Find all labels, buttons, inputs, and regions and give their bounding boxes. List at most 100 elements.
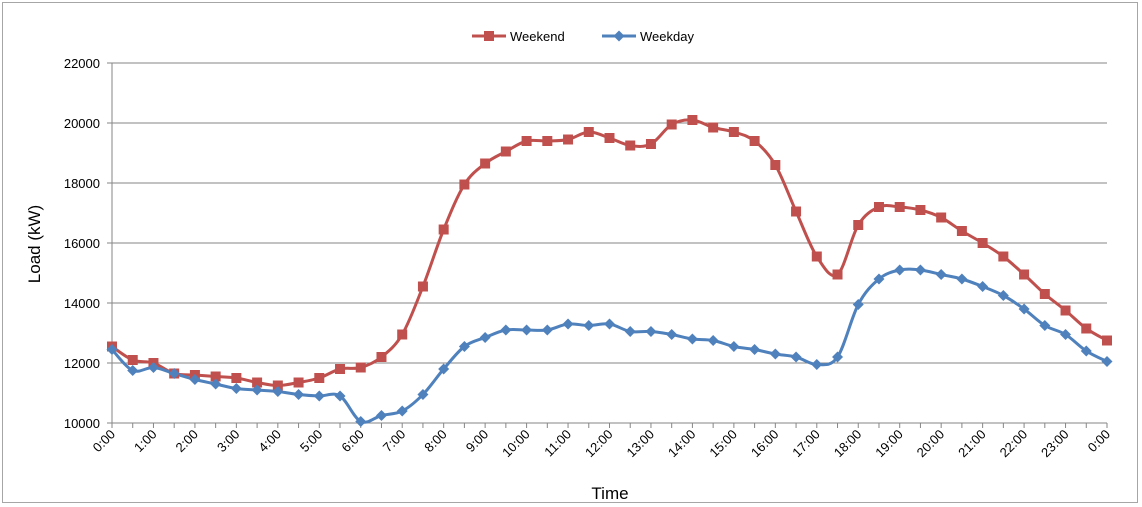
data-point-weekday bbox=[936, 269, 947, 280]
data-point-weekday bbox=[956, 274, 967, 285]
legend-marker-weekday bbox=[614, 31, 625, 42]
gridlines bbox=[112, 63, 1107, 363]
x-tick-label: 8:00 bbox=[421, 427, 450, 456]
y-tick-labels: 10000 12000 14000 16000 18000 20000 22000 bbox=[64, 56, 100, 431]
data-point-weekend bbox=[356, 363, 366, 373]
x-tick-label: 5:00 bbox=[297, 427, 326, 456]
data-point-weekend bbox=[231, 373, 241, 383]
data-point-weekend bbox=[439, 225, 449, 235]
data-point-weekday bbox=[915, 265, 926, 276]
x-tick-label: 19:00 bbox=[872, 427, 906, 461]
data-point-weekend bbox=[770, 160, 780, 170]
legend-label-weekday: Weekday bbox=[640, 29, 694, 44]
data-point-weekend bbox=[687, 115, 697, 125]
x-tick-label: 11:00 bbox=[541, 427, 574, 460]
data-point-weekday bbox=[1102, 356, 1113, 367]
data-point-weekend bbox=[812, 252, 822, 262]
data-point-weekend bbox=[915, 205, 925, 215]
data-point-weekday bbox=[376, 410, 387, 421]
data-point-weekend bbox=[667, 120, 677, 130]
data-point-weekend bbox=[646, 139, 656, 149]
y-tick-label: 14000 bbox=[64, 296, 100, 311]
data-point-weekend bbox=[936, 213, 946, 223]
x-tick-label: 10:00 bbox=[499, 427, 533, 461]
x-axis-title: Time bbox=[591, 484, 628, 503]
data-point-weekday bbox=[728, 341, 739, 352]
data-point-weekend bbox=[397, 330, 407, 340]
series-markers bbox=[107, 115, 1113, 427]
legend: Weekend Weekday bbox=[472, 29, 694, 44]
data-point-weekday bbox=[894, 265, 905, 276]
data-point-weekday bbox=[708, 335, 719, 346]
x-tick-label: 2:00 bbox=[173, 427, 202, 456]
data-point-weekend bbox=[957, 226, 967, 236]
x-tick-label: 22:00 bbox=[997, 427, 1031, 461]
data-point-weekend bbox=[708, 123, 718, 133]
data-point-weekday bbox=[521, 325, 532, 336]
data-point-weekday bbox=[563, 319, 574, 330]
data-point-weekend bbox=[1081, 324, 1091, 334]
x-tick-label: 3:00 bbox=[214, 427, 243, 456]
x-tick-label: 18:00 bbox=[831, 427, 865, 461]
data-point-weekend bbox=[978, 238, 988, 248]
x-tick-label: 7:00 bbox=[380, 427, 409, 456]
x-tick-label: 4:00 bbox=[255, 427, 284, 456]
x-tick-label: 20:00 bbox=[914, 427, 948, 461]
data-point-weekday bbox=[749, 344, 760, 355]
data-point-weekday bbox=[791, 352, 802, 363]
data-point-weekend bbox=[314, 373, 324, 383]
data-point-weekend bbox=[459, 180, 469, 190]
x-tick-label: 9:00 bbox=[463, 427, 492, 456]
x-tick-labels: 0:00 1:00 2:00 3:00 4:00 5:00 6:00 7:00 8:00 9:00… bbox=[90, 427, 1114, 461]
data-point-weekend bbox=[335, 364, 345, 374]
data-point-weekday bbox=[604, 319, 615, 330]
data-point-weekday bbox=[314, 391, 325, 402]
data-point-weekend bbox=[853, 220, 863, 230]
data-point-weekday bbox=[666, 329, 677, 340]
data-point-weekend bbox=[376, 352, 386, 362]
x-tick-label: 21:00 bbox=[955, 427, 989, 461]
data-point-weekend bbox=[874, 202, 884, 212]
y-axis-title: Load (kW) bbox=[25, 205, 44, 283]
data-point-weekend bbox=[480, 159, 490, 169]
series-line-weekday bbox=[112, 269, 1107, 422]
x-tick-label: 15:00 bbox=[706, 427, 740, 461]
data-point-weekend bbox=[729, 127, 739, 137]
legend-label-weekend: Weekend bbox=[510, 29, 565, 44]
data-point-weekend bbox=[1019, 270, 1029, 280]
data-point-weekend bbox=[1040, 289, 1050, 299]
x-tick-label: 17:00 bbox=[789, 427, 823, 461]
data-point-weekend bbox=[750, 136, 760, 146]
x-tick-label: 1:00 bbox=[131, 427, 160, 456]
data-point-weekend bbox=[1102, 336, 1112, 346]
series-lines bbox=[112, 120, 1107, 422]
data-point-weekday bbox=[231, 383, 242, 394]
data-point-weekday bbox=[480, 332, 491, 343]
data-point-weekend bbox=[522, 136, 532, 146]
x-tick-label: 0:00 bbox=[1085, 427, 1114, 456]
axes bbox=[107, 63, 1107, 428]
data-point-weekend bbox=[895, 202, 905, 212]
data-point-weekend bbox=[998, 252, 1008, 262]
x-tick-label: 6:00 bbox=[338, 427, 367, 456]
data-point-weekday bbox=[542, 325, 553, 336]
x-tick-label: 16:00 bbox=[748, 427, 782, 461]
y-tick-label: 18000 bbox=[64, 176, 100, 191]
data-point-weekday bbox=[770, 349, 781, 360]
data-point-weekday bbox=[625, 326, 636, 337]
data-point-weekend bbox=[294, 378, 304, 388]
data-point-weekday bbox=[811, 359, 822, 370]
data-point-weekend bbox=[625, 141, 635, 151]
y-tick-label: 16000 bbox=[64, 236, 100, 251]
y-tick-label: 12000 bbox=[64, 356, 100, 371]
data-point-weekday bbox=[977, 281, 988, 292]
data-point-weekend bbox=[584, 127, 594, 137]
data-point-weekend bbox=[833, 270, 843, 280]
data-point-weekend bbox=[791, 207, 801, 217]
y-tick-label: 22000 bbox=[64, 56, 100, 71]
data-point-weekday bbox=[293, 389, 304, 400]
data-point-weekday bbox=[500, 325, 511, 336]
data-point-weekend bbox=[501, 147, 511, 157]
x-tick-label: 23:00 bbox=[1038, 427, 1072, 461]
